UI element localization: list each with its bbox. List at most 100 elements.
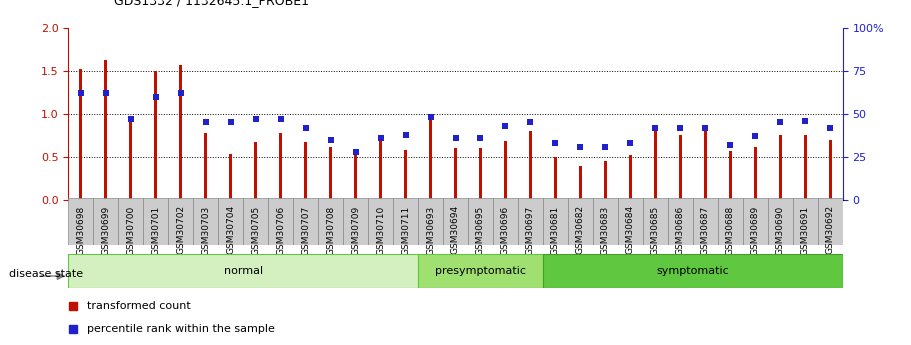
Bar: [742, 198, 768, 245]
Bar: [518, 198, 543, 245]
Text: GSM30688: GSM30688: [726, 205, 735, 255]
Text: GSM30682: GSM30682: [576, 205, 585, 255]
Text: GSM30685: GSM30685: [650, 205, 660, 255]
Text: presymptomatic: presymptomatic: [435, 266, 526, 276]
Bar: [479, 148, 482, 200]
Point: [98, 90, 113, 96]
Point: [473, 135, 487, 141]
Point: [823, 125, 837, 130]
Text: GSM30711: GSM30711: [401, 205, 410, 255]
Point: [374, 135, 388, 141]
Bar: [654, 131, 657, 200]
Text: GSM30694: GSM30694: [451, 205, 460, 255]
Text: GSM30706: GSM30706: [276, 205, 285, 255]
Point: [223, 120, 238, 125]
Point: [599, 144, 613, 149]
Text: GSM30704: GSM30704: [226, 205, 235, 255]
Bar: [118, 198, 143, 245]
Text: GSM30707: GSM30707: [302, 205, 310, 255]
Point: [748, 134, 763, 139]
Bar: [79, 69, 82, 200]
Bar: [679, 136, 681, 200]
Bar: [68, 254, 418, 288]
Bar: [393, 198, 418, 245]
Bar: [193, 198, 219, 245]
Text: GSM30689: GSM30689: [751, 205, 760, 255]
Point: [273, 116, 288, 122]
Bar: [154, 71, 158, 200]
Text: GSM30691: GSM30691: [801, 205, 810, 255]
Bar: [692, 198, 718, 245]
Bar: [593, 198, 618, 245]
Bar: [818, 198, 843, 245]
Text: GSM30696: GSM30696: [501, 205, 510, 255]
Point: [573, 144, 588, 149]
Bar: [443, 198, 468, 245]
Text: GSM30702: GSM30702: [176, 205, 185, 255]
Text: GSM30701: GSM30701: [151, 205, 160, 255]
Point: [498, 123, 513, 129]
Bar: [169, 198, 193, 245]
Text: GSM30686: GSM30686: [676, 205, 685, 255]
Point: [249, 116, 263, 122]
Bar: [793, 198, 818, 245]
Text: GSM30697: GSM30697: [526, 205, 535, 255]
Bar: [268, 198, 293, 245]
Bar: [329, 148, 333, 200]
Bar: [368, 198, 393, 245]
Point: [673, 125, 688, 130]
Point: [298, 125, 312, 130]
Point: [448, 135, 463, 141]
Bar: [543, 254, 843, 288]
Text: GSM30709: GSM30709: [351, 205, 360, 255]
Point: [398, 132, 413, 137]
Point: [348, 149, 363, 155]
Point: [623, 140, 638, 146]
Text: symptomatic: symptomatic: [657, 266, 729, 276]
Bar: [704, 129, 707, 200]
Bar: [454, 148, 457, 200]
Bar: [230, 155, 232, 200]
Bar: [604, 161, 607, 200]
Bar: [304, 142, 307, 200]
Bar: [418, 198, 443, 245]
Text: GSM30695: GSM30695: [476, 205, 485, 255]
Point: [173, 90, 188, 96]
Bar: [504, 141, 507, 200]
Bar: [543, 198, 568, 245]
Point: [199, 120, 213, 125]
Bar: [219, 198, 243, 245]
Bar: [404, 150, 407, 200]
Bar: [779, 135, 782, 200]
Bar: [293, 198, 318, 245]
Bar: [529, 131, 532, 200]
Bar: [643, 198, 668, 245]
Bar: [343, 198, 368, 245]
Text: GSM30710: GSM30710: [376, 205, 385, 255]
Bar: [279, 133, 282, 200]
Bar: [718, 198, 742, 245]
Point: [698, 125, 712, 130]
Point: [424, 115, 438, 120]
Text: GSM30705: GSM30705: [251, 205, 261, 255]
Bar: [768, 198, 793, 245]
Text: GSM30703: GSM30703: [201, 205, 210, 255]
Bar: [379, 140, 382, 200]
Bar: [829, 140, 832, 200]
Bar: [578, 166, 582, 200]
Bar: [354, 152, 357, 200]
Text: GSM30681: GSM30681: [551, 205, 560, 255]
Point: [323, 137, 338, 142]
Text: transformed count: transformed count: [87, 301, 190, 311]
Text: disease state: disease state: [9, 269, 83, 279]
Text: normal: normal: [223, 266, 262, 276]
Bar: [204, 133, 207, 200]
Bar: [618, 198, 643, 245]
Bar: [243, 198, 268, 245]
Point: [648, 125, 662, 130]
Bar: [254, 142, 257, 200]
Bar: [179, 65, 182, 200]
Bar: [629, 155, 632, 200]
Bar: [804, 136, 807, 200]
Bar: [554, 157, 557, 200]
